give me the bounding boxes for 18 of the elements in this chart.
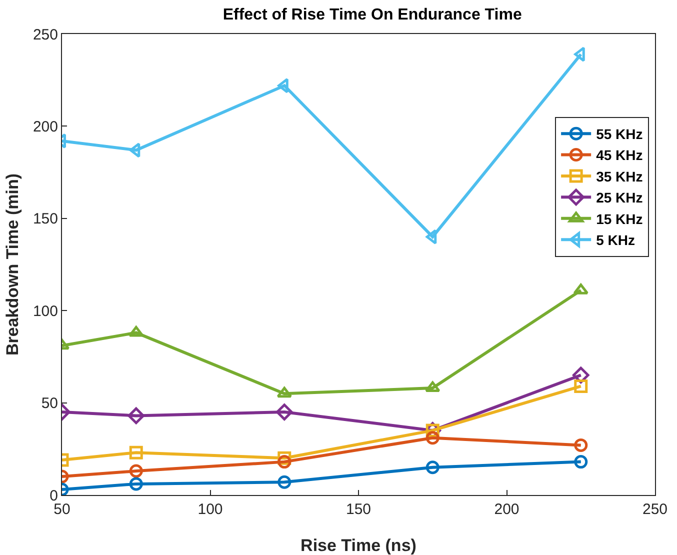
legend-label: 55 KHz xyxy=(596,126,643,142)
x-tick-label: 200 xyxy=(494,501,520,518)
legend-label: 45 KHz xyxy=(596,147,643,164)
x-tick-label: 250 xyxy=(642,501,668,518)
legend-label: 5 KHz xyxy=(596,232,635,248)
y-axis-title: Breakdown Time (min) xyxy=(3,174,22,356)
x-axis-title: Rise Time (ns) xyxy=(300,536,416,555)
legend-label: 35 KHz xyxy=(596,168,643,184)
chart-title: Effect of Rise Time On Endurance Time xyxy=(222,6,522,24)
y-tick-label: 50 xyxy=(41,395,58,412)
y-tick-label: 150 xyxy=(32,210,58,228)
y-tick-label: 250 xyxy=(32,26,58,44)
y-tick-label: 200 xyxy=(32,118,58,136)
x-tick-label: 150 xyxy=(346,501,372,518)
legend-label: 15 KHz xyxy=(596,210,643,227)
legend-label: 25 KHz xyxy=(596,190,643,206)
y-tick-label: 100 xyxy=(32,302,58,320)
x-tick-label: 100 xyxy=(198,501,223,518)
